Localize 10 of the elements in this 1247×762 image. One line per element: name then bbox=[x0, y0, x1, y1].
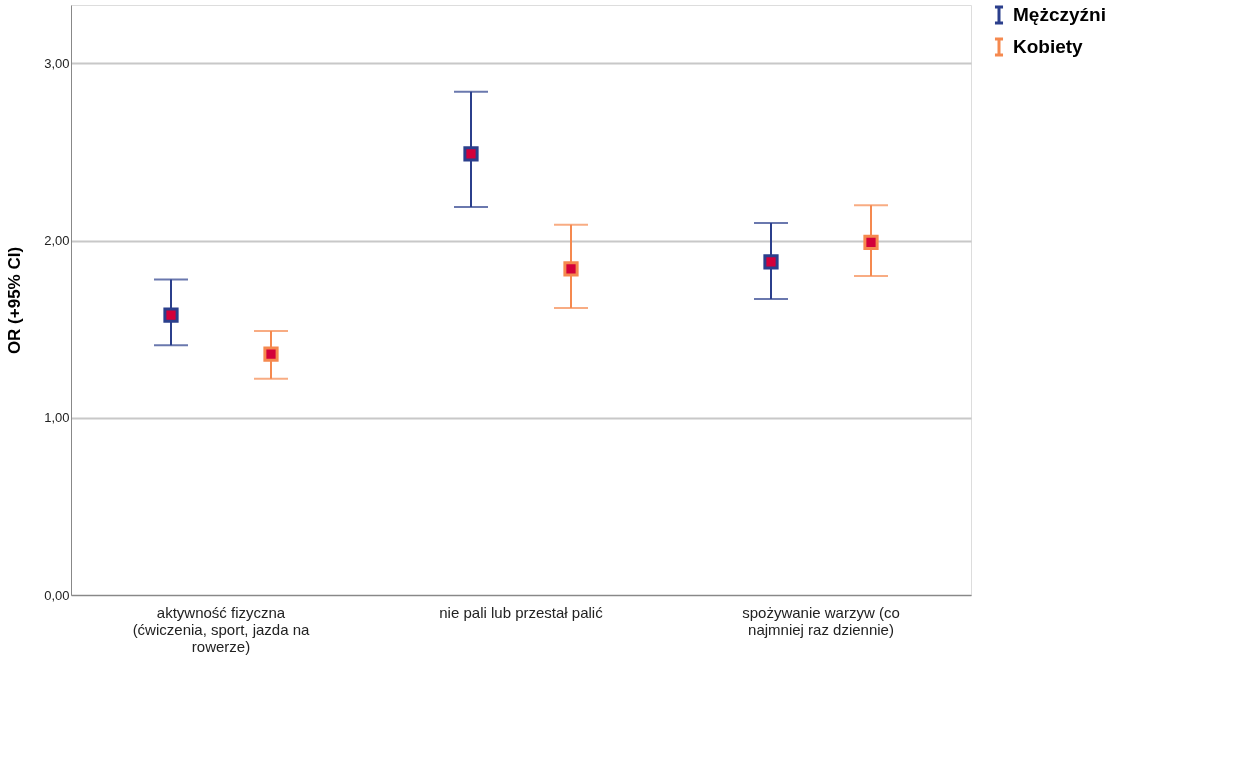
x-tick-label: nie pali lub przestał palić bbox=[439, 603, 604, 621]
x-tick-label: spożywanie warzyw (co najmniej raz dziennie) bbox=[742, 603, 900, 638]
y-tick-label: 2,00 bbox=[44, 233, 70, 249]
y-axis-title: OR (+95% CI) bbox=[5, 246, 25, 355]
y-tick-label: 0,00 bbox=[44, 587, 70, 603]
y-tick-label: 3,00 bbox=[44, 55, 70, 71]
legend-label: Kobiety bbox=[1013, 36, 1084, 57]
x-tick-label: aktywność fizyczna (ćwiczenia, sport, jazda na rowerze) bbox=[132, 603, 311, 655]
y-tick-label: 1,00 bbox=[44, 410, 70, 426]
legend-label: Mężczyźni bbox=[1013, 4, 1106, 25]
